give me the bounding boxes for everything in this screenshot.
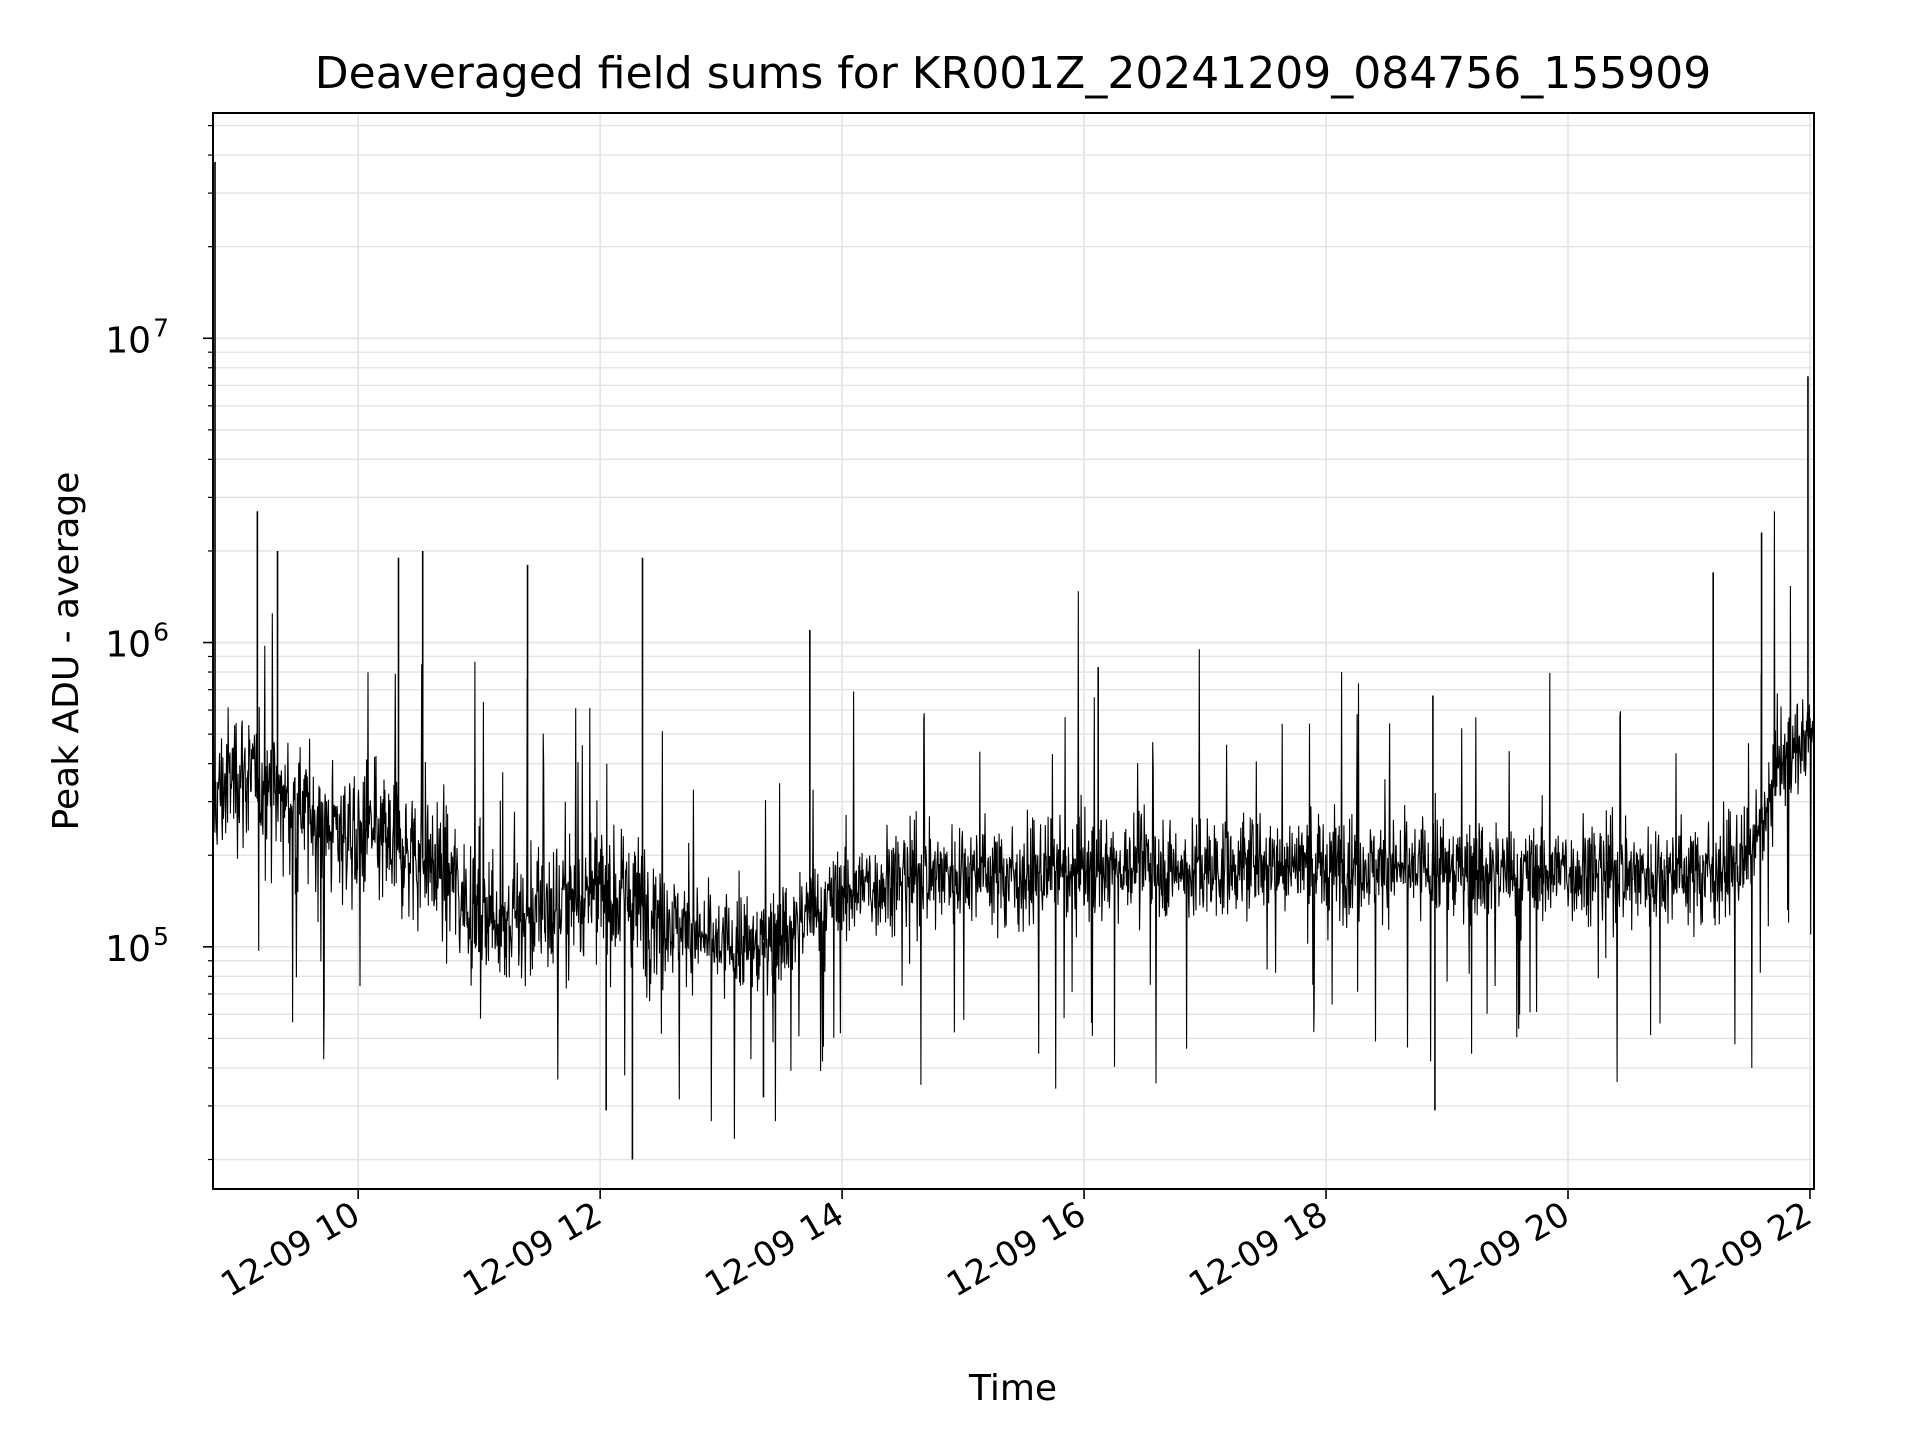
y-tick-base: 10	[105, 929, 151, 970]
y-tick-base: 10	[105, 625, 151, 666]
x-axis-label: Time	[968, 1368, 1057, 1409]
y-tick-label: 10	[105, 320, 151, 361]
chart-title: Deaveraged field sums for KR001Z_2024120…	[315, 48, 1711, 99]
data-series-line	[213, 511, 1814, 1139]
plot-frame	[212, 112, 1815, 1190]
y-tick-label: 10	[105, 929, 151, 970]
y-tick-exponent: 7	[153, 313, 169, 342]
y-tick-label: 10	[105, 625, 151, 666]
grid	[213, 113, 1814, 1189]
y-tick-base: 10	[105, 320, 151, 361]
y-tick-exponent: 5	[153, 922, 169, 951]
y-axis-label: Peak ADU - average	[46, 472, 87, 831]
y-tick-exponent: 6	[153, 618, 169, 647]
plot-area	[213, 161, 1814, 1160]
